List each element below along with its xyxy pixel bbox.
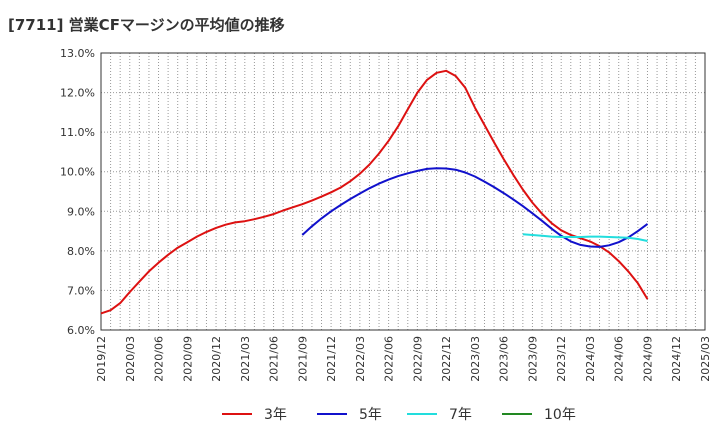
y-tick-label: 8.0% — [67, 245, 95, 258]
y-tick-label: 9.0% — [67, 205, 95, 218]
legend-label-3年: 3年 — [264, 407, 287, 423]
x-tick-label: 2022/09 — [411, 336, 424, 382]
y-tick-label: 10.0% — [60, 166, 95, 179]
x-tick-label: 2024/06 — [613, 336, 626, 382]
x-tick-label: 2020/09 — [181, 336, 194, 382]
x-tick-label: 2023/06 — [498, 336, 511, 382]
x-tick-label: 2023/09 — [526, 336, 539, 382]
x-tick-label: 2019/12 — [95, 336, 108, 382]
chart-title: [7711] 営業CFマージンの平均値の推移 — [8, 16, 285, 34]
x-tick-label: 2024/03 — [584, 336, 597, 382]
legend-label-7年: 7年 — [449, 407, 472, 423]
series-line-7年 — [522, 233, 648, 242]
x-tick-label: 2023/12 — [555, 336, 568, 382]
x-tick-label: 2025/03 — [699, 336, 712, 382]
x-tick-label: 2020/06 — [153, 336, 166, 382]
x-tick-label: 2020/03 — [124, 336, 137, 382]
plot-area — [101, 53, 705, 330]
x-tick-label: 2023/03 — [469, 336, 482, 382]
x-tick-label: 2024/09 — [641, 336, 654, 382]
series-line-5年 — [301, 167, 649, 248]
x-tick-label: 2022/12 — [440, 336, 453, 382]
y-tick-label: 6.0% — [67, 324, 95, 337]
legend-label-10年: 10年 — [544, 407, 576, 423]
legend-label-5年: 5年 — [359, 407, 382, 423]
y-tick-label: 11.0% — [60, 126, 95, 139]
x-tick-label: 2021/03 — [239, 336, 252, 382]
plot-frame — [100, 52, 706, 331]
x-tick-label: 2021/09 — [296, 336, 309, 382]
y-tick-label: 13.0% — [60, 47, 95, 60]
x-tick-label: 2024/12 — [670, 336, 683, 382]
x-tick-label: 2021/12 — [325, 336, 338, 382]
x-tick-label: 2022/03 — [354, 336, 367, 382]
x-tick-label: 2021/06 — [268, 336, 281, 382]
y-tick-label: 12.0% — [60, 87, 95, 100]
y-tick-label: 7.0% — [67, 284, 95, 297]
series-line-3年 — [100, 69, 649, 315]
x-tick-label: 2020/12 — [210, 336, 223, 382]
x-tick-label: 2022/06 — [383, 336, 396, 382]
